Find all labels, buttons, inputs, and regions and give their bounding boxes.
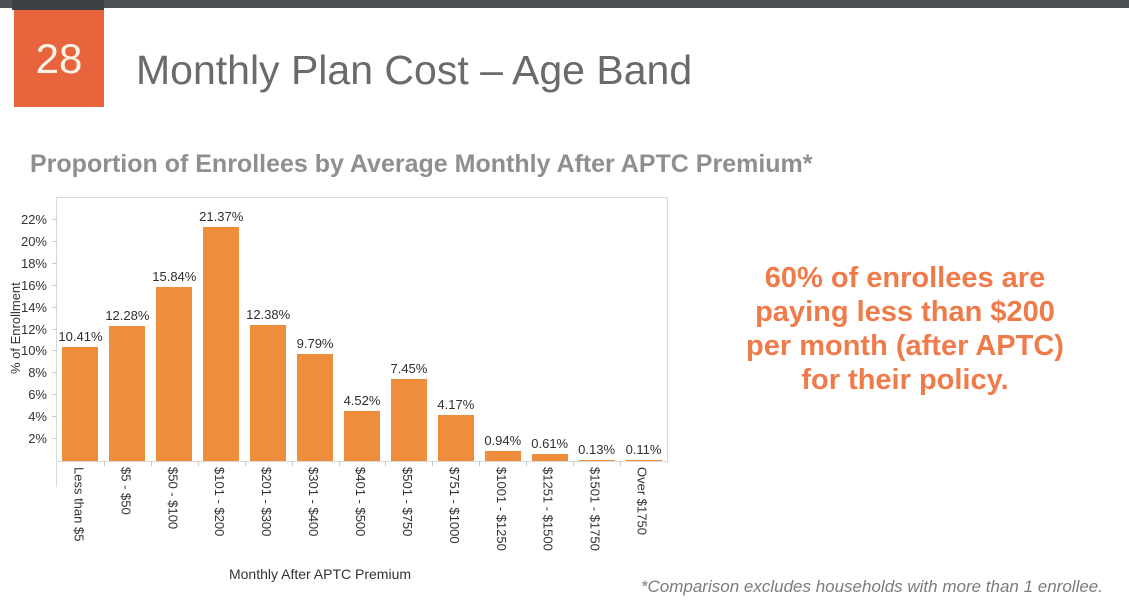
y-tick-mark (52, 394, 57, 396)
callout-line-4: for their policy. (801, 364, 1009, 396)
bar (531, 454, 568, 461)
y-tick-label: 6% (28, 387, 47, 403)
x-axis-label: Monthly After APTC Premium (228, 566, 412, 582)
x-tick-mark (338, 461, 340, 466)
bar (578, 459, 615, 461)
bar-value-label: 15.84% (152, 269, 197, 285)
bar-value-label: 4.17% (437, 397, 475, 413)
callout-line-2: paying less than $200 (755, 296, 1055, 328)
y-tick-label: 22% (20, 211, 47, 227)
bar-value-label: 12.28% (105, 308, 150, 324)
x-tick-label: $50 - $100 (165, 467, 181, 530)
footnote: *Comparison excludes households with mor… (640, 577, 1103, 596)
x-tick-mark (291, 461, 293, 466)
slide-number: 28 (35, 34, 83, 82)
top-bar (0, 0, 1129, 8)
x-tick-mark (526, 461, 528, 466)
x-tick-label: $401 - $500 (353, 467, 368, 537)
bar-value-label: 7.45% (390, 361, 428, 377)
callout-line-1: 60% of enrollees are (764, 262, 1046, 294)
bar (156, 287, 193, 461)
y-tick-label: 10% (20, 343, 47, 359)
y-tick-label: 20% (20, 233, 47, 249)
bar-value-label: 10.41% (58, 328, 103, 344)
bar (297, 353, 334, 461)
callout-line-3: per month (after APTC) (746, 330, 1064, 362)
x-tick-label: $101 - $200 (212, 467, 228, 537)
x-tick-label: $5 - $50 (118, 467, 134, 515)
bar (109, 326, 146, 461)
x-tick-mark (432, 461, 434, 466)
bar-value-label: 0.13% (578, 441, 616, 457)
y-axis-line-extension (56, 461, 57, 487)
slide-number-badge: 28 (14, 10, 104, 107)
x-tick-mark (385, 461, 387, 466)
x-tick-mark (244, 461, 246, 466)
x-tick-label: $201 - $300 (259, 467, 275, 537)
y-tick-label: 2% (28, 431, 47, 447)
plot-area: 2% 4% 6% 8% 10% 12% 14% 16% 18% 20% 22% 10.41% Less … (21, 197, 668, 551)
y-tick-mark (52, 372, 57, 374)
x-tick-label: Less than $5 (71, 467, 87, 542)
y-tick-mark (52, 306, 57, 308)
x-tick-label: $1001 - $1250 (493, 467, 509, 551)
bar (390, 379, 427, 461)
page-title: Monthly Plan Cost – Age Band (136, 47, 693, 93)
x-tick-label: $301 - $400 (306, 467, 322, 537)
y-tick-mark (52, 240, 57, 242)
x-tick-mark (197, 461, 199, 466)
y-tick-mark (52, 350, 57, 352)
y-tick-mark (52, 284, 57, 286)
x-tick-mark (150, 461, 152, 466)
bar-value-label: 0.61% (531, 436, 569, 452)
y-tick-label: 12% (20, 321, 47, 337)
bar (344, 411, 380, 461)
callout-text: 60% of enrollees are paying less than $2… (710, 261, 1100, 397)
x-tick-label: $751 - $1000 (446, 467, 462, 544)
bar-value-label: 12.38% (246, 307, 291, 323)
x-tick-mark (620, 461, 622, 466)
bar (625, 459, 662, 461)
y-tick-label: 4% (28, 409, 47, 425)
bar (437, 415, 474, 461)
y-tick-mark (52, 218, 57, 220)
chart-title: Proportion of Enrollees by Average Month… (30, 150, 813, 178)
bar-value-label: 4.52% (343, 393, 381, 409)
bar-value-label: 9.79% (296, 335, 334, 351)
y-tick-label: 16% (20, 277, 47, 293)
bar-value-label: 21.37% (199, 208, 244, 224)
bar (250, 325, 287, 461)
y-tick-mark (52, 438, 57, 440)
top-bar-accent (12, 0, 104, 10)
x-tick-label: $501 - $750 (399, 467, 415, 537)
y-tick-mark (52, 328, 57, 330)
bar-value-label: 0.94% (484, 432, 522, 448)
bar-value-label: 0.11% (625, 441, 662, 457)
y-tick-mark (52, 416, 57, 418)
y-tick-label: 18% (20, 255, 47, 271)
x-tick-mark (573, 461, 575, 466)
y-tick-label: 8% (28, 365, 47, 381)
bar (203, 226, 240, 461)
x-tick-mark (103, 461, 105, 466)
x-tick-label: Over $1750 (634, 467, 650, 535)
x-tick-label: $1501 - $1750 (587, 467, 603, 551)
y-tick-label: 14% (20, 299, 47, 315)
bar (484, 450, 521, 461)
bar (62, 346, 99, 461)
x-tick-mark (479, 461, 481, 466)
y-tick-mark (52, 262, 57, 264)
x-tick-label: $1251 - $1500 (540, 467, 556, 551)
